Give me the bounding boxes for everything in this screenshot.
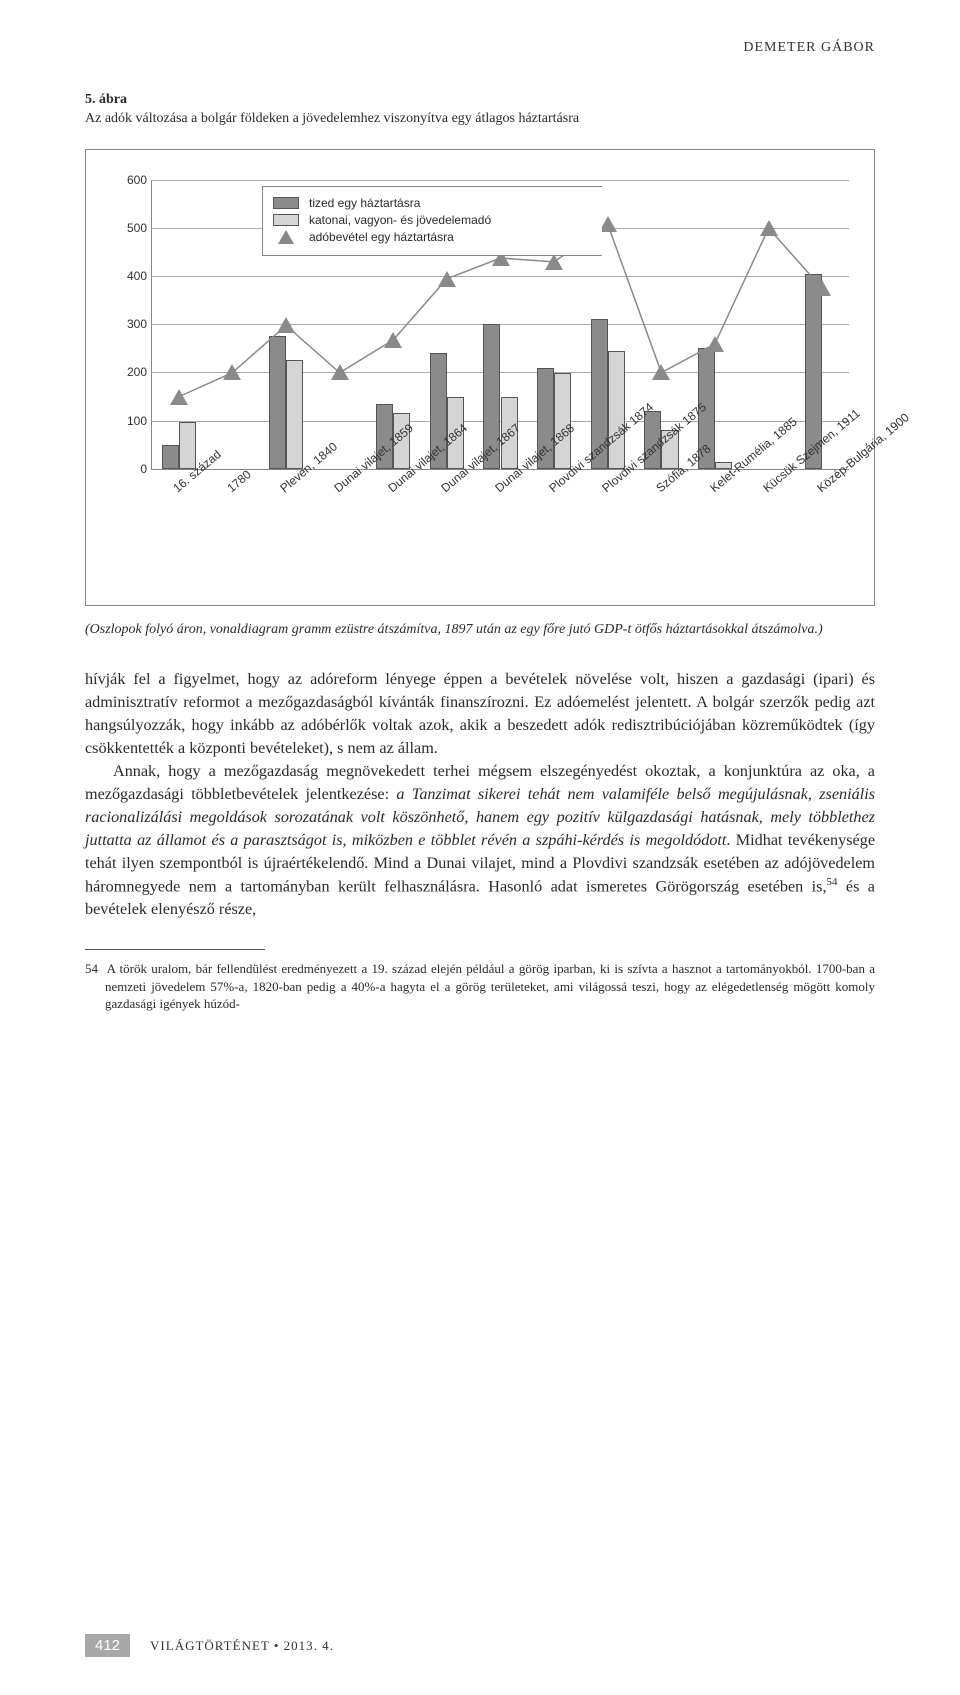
journal-reference: VILÁGTÖRTÉNET • 2013. 4. [150,1638,334,1654]
chart: tized egy háztartásra katonai, vagyon- é… [101,170,859,590]
figure-title-text: Az adók változása a bolgár földeken a jö… [85,111,579,126]
chart-ytick: 500 [107,221,147,235]
chart-x-labels: 16. század1780Pleven, 1840Dunai vilajet,… [151,472,849,590]
chart-legend: tized egy háztartásra katonai, vagyon- é… [262,186,602,256]
chart-marker [331,364,349,380]
chart-marker [813,280,831,296]
body-text: hívják fel a figyelmet, hogy az adórefor… [85,668,875,921]
figure-label: 5. ábra [85,92,127,107]
figure-title-block: 5. ábra Az adók változása a bolgár földe… [85,91,875,129]
chart-marker [706,336,724,352]
chart-ytick: 600 [107,173,147,187]
figure-caption: (Oszlopok folyó áron, vonaldiagram gramm… [85,621,875,640]
chart-ytick: 400 [107,269,147,283]
author-header: DEMETER GÁBOR [85,40,875,56]
chart-ytick: 200 [107,365,147,379]
legend-swatch-a [273,197,299,209]
legend-swatch-b [273,214,299,226]
legend-label-a: tized egy háztartásra [309,196,420,210]
p2-superscript: 54 [827,876,838,888]
footnote-separator [85,949,265,950]
chart-marker [438,271,456,287]
chart-container: tized egy háztartásra katonai, vagyon- é… [85,149,875,606]
chart-ytick: 100 [107,414,147,428]
chart-marker [384,332,402,348]
legend-row-line: adóbevétel egy háztartásra [273,230,592,244]
chart-marker [170,389,188,405]
chart-ytick: 0 [107,462,147,476]
paragraph-2: Annak, hogy a mezőgazdaság megnövekedett… [85,760,875,921]
legend-row-a: tized egy háztartásra [273,196,592,210]
chart-marker [760,220,778,236]
chart-marker [277,317,295,333]
footnote-number: 54 [85,961,98,976]
legend-label-line: adóbevétel egy háztartásra [309,230,454,244]
footnote-text: A török uralom, bár fellendülést eredmén… [105,961,875,1011]
chart-plot-area: tized egy háztartásra katonai, vagyon- é… [151,180,849,470]
chart-marker [223,364,241,380]
page-number: 412 [85,1634,130,1657]
paragraph-1: hívják fel a figyelmet, hogy az adórefor… [85,668,875,760]
chart-marker [652,364,670,380]
legend-swatch-line [278,230,294,244]
legend-label-b: katonai, vagyon- és jövedelemadó [309,213,491,227]
page-footer: 412 VILÁGTÖRTÉNET • 2013. 4. [85,1634,334,1657]
chart-ytick: 300 [107,317,147,331]
legend-row-b: katonai, vagyon- és jövedelemadó [273,213,592,227]
footnote: 54 A török uralom, bár fellendülést ered… [85,960,875,1013]
chart-marker [545,254,563,270]
